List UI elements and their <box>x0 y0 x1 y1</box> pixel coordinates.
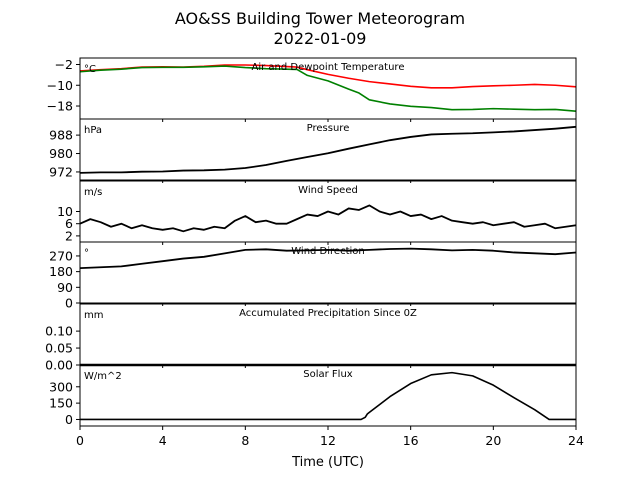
panel-0: −2 −10 −18 °C Air and Dewpoint Temperature <box>47 57 577 122</box>
unit-label: ° <box>84 248 89 259</box>
series-line-5-0 <box>80 371 576 421</box>
unit-label: °C <box>84 64 96 75</box>
y-tick-label: 90 <box>57 280 73 295</box>
panel-title: Air and Dewpoint Temperature <box>252 62 405 73</box>
y-tick-label: 2 <box>65 228 73 243</box>
y-tick-label: 270 <box>49 248 73 263</box>
figure-date: 2022-01-09 <box>274 29 367 48</box>
y-tick-label: −18 <box>47 99 73 114</box>
x-tick-label: 16 <box>403 433 419 448</box>
x-tick-label: 20 <box>485 433 501 448</box>
panels: −2 −10 −18 °C Air and Dewpoint Temperature 97… <box>45 57 584 448</box>
y-tick-label: −2 <box>55 57 73 72</box>
x-tick-label: 0 <box>76 433 84 448</box>
panel-title: Solar Flux <box>303 369 353 380</box>
y-tick-label: 0.10 <box>45 324 73 339</box>
series-line-3-0 <box>79 247 577 270</box>
y-tick-label: 300 <box>49 379 73 394</box>
y-tick-label: 0 <box>65 412 73 427</box>
panel-title: Accumulated Precipitation Since 0Z <box>239 308 417 319</box>
panel-4: 0.00 0.05 0.10 mm Accumulated Precipitation … <box>45 303 577 373</box>
y-tick-label: 972 <box>49 164 73 179</box>
y-tick-label: 0.05 <box>45 341 73 356</box>
series-line-0-1 <box>79 65 577 113</box>
unit-label: mm <box>84 310 103 321</box>
x-axis-label: Time (UTC) <box>291 455 364 470</box>
y-tick-label: 0 <box>65 296 73 311</box>
x-tick-label: 24 <box>568 433 584 448</box>
y-tick-label: 6 <box>65 216 73 231</box>
x-tick-label: 12 <box>320 433 336 448</box>
unit-label: W/m^2 <box>84 371 122 382</box>
figure-title: AO&SS Building Tower Meteorogram <box>175 9 465 28</box>
series-line-1-0 <box>79 125 577 174</box>
panel-1: 972 980 988 hPa Pressure <box>49 118 577 183</box>
y-tick-label: 10 <box>57 204 73 219</box>
y-tick-label: −10 <box>47 78 73 93</box>
y-tick-label: 180 <box>49 264 73 279</box>
unit-label: hPa <box>84 125 102 136</box>
panel-title: Wind Speed <box>298 185 358 196</box>
unit-label: m/s <box>84 187 102 198</box>
series-line-2-0 <box>79 204 577 233</box>
y-tick-label: 150 <box>49 396 73 411</box>
panel-title: Pressure <box>307 123 350 134</box>
y-tick-label: 988 <box>49 128 73 143</box>
y-tick-label: 0.00 <box>45 358 73 373</box>
x-tick-label: 4 <box>159 433 167 448</box>
panel-title: Wind Direction <box>291 246 365 257</box>
y-tick-label: 980 <box>49 146 73 161</box>
x-tick-label: 8 <box>241 433 249 448</box>
